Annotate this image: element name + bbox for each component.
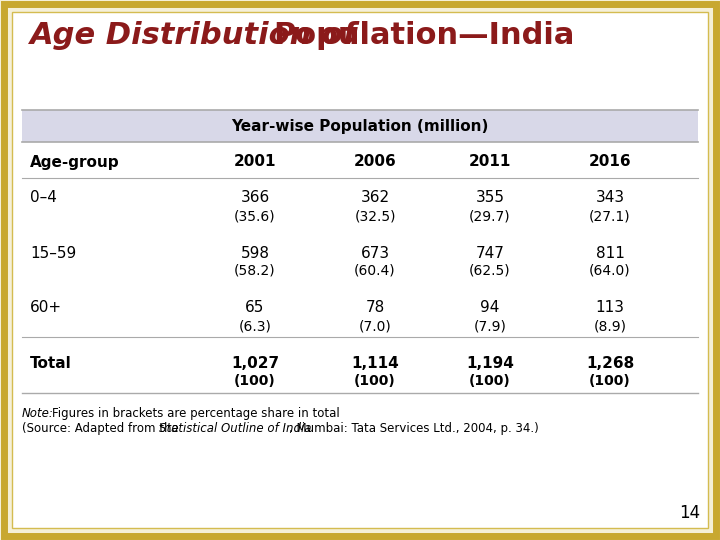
Text: Population—India: Population—India <box>273 21 575 50</box>
Text: Figures in brackets are percentage share in total: Figures in brackets are percentage share… <box>52 407 340 420</box>
Text: Note:: Note: <box>22 407 54 420</box>
Text: (8.9): (8.9) <box>593 319 626 333</box>
Text: (Source: Adapted from the: (Source: Adapted from the <box>22 422 182 435</box>
Text: (100): (100) <box>589 374 631 388</box>
Text: Year-wise Population (million): Year-wise Population (million) <box>231 118 489 133</box>
Text: 2006: 2006 <box>354 154 397 170</box>
Text: 362: 362 <box>361 191 390 206</box>
Text: (60.4): (60.4) <box>354 264 396 278</box>
Text: 15–59: 15–59 <box>30 246 76 260</box>
Text: 78: 78 <box>365 300 384 315</box>
Text: 94: 94 <box>480 300 500 315</box>
Text: 60+: 60+ <box>30 300 62 315</box>
Text: 1,268: 1,268 <box>586 355 634 370</box>
Text: 2016: 2016 <box>589 154 631 170</box>
Text: Total: Total <box>30 355 72 370</box>
Text: 673: 673 <box>361 246 390 260</box>
Text: 811: 811 <box>595 246 624 260</box>
Text: 2001: 2001 <box>234 154 276 170</box>
Text: 1,114: 1,114 <box>351 355 399 370</box>
Text: (7.9): (7.9) <box>474 319 506 333</box>
Text: (7.0): (7.0) <box>359 319 392 333</box>
Text: Age Distribution of: Age Distribution of <box>30 21 368 50</box>
Text: (32.5): (32.5) <box>354 209 396 223</box>
Text: 65: 65 <box>246 300 265 315</box>
Text: 1,194: 1,194 <box>466 355 514 370</box>
Text: (6.3): (6.3) <box>238 319 271 333</box>
Text: (100): (100) <box>234 374 276 388</box>
Text: 343: 343 <box>595 191 624 206</box>
Text: (100): (100) <box>354 374 396 388</box>
Text: 1,027: 1,027 <box>231 355 279 370</box>
Text: 113: 113 <box>595 300 624 315</box>
Bar <box>22 110 698 142</box>
Text: (58.2): (58.2) <box>234 264 276 278</box>
Text: (64.0): (64.0) <box>589 264 631 278</box>
Text: 366: 366 <box>240 191 269 206</box>
Text: (62.5): (62.5) <box>469 264 510 278</box>
Text: Age-group: Age-group <box>30 154 120 170</box>
Text: Statistical Outline of India: Statistical Outline of India <box>159 422 312 435</box>
Text: 2011: 2011 <box>469 154 511 170</box>
Text: 0–4: 0–4 <box>30 191 57 206</box>
Text: 747: 747 <box>476 246 505 260</box>
Text: (35.6): (35.6) <box>234 209 276 223</box>
Text: (29.7): (29.7) <box>469 209 510 223</box>
Text: (100): (100) <box>469 374 511 388</box>
Text: 14: 14 <box>679 504 700 522</box>
Text: 598: 598 <box>240 246 269 260</box>
Text: , Mumbai: Tata Services Ltd., 2004, p. 34.): , Mumbai: Tata Services Ltd., 2004, p. 3… <box>289 422 539 435</box>
Text: (27.1): (27.1) <box>589 209 631 223</box>
Text: 355: 355 <box>475 191 505 206</box>
